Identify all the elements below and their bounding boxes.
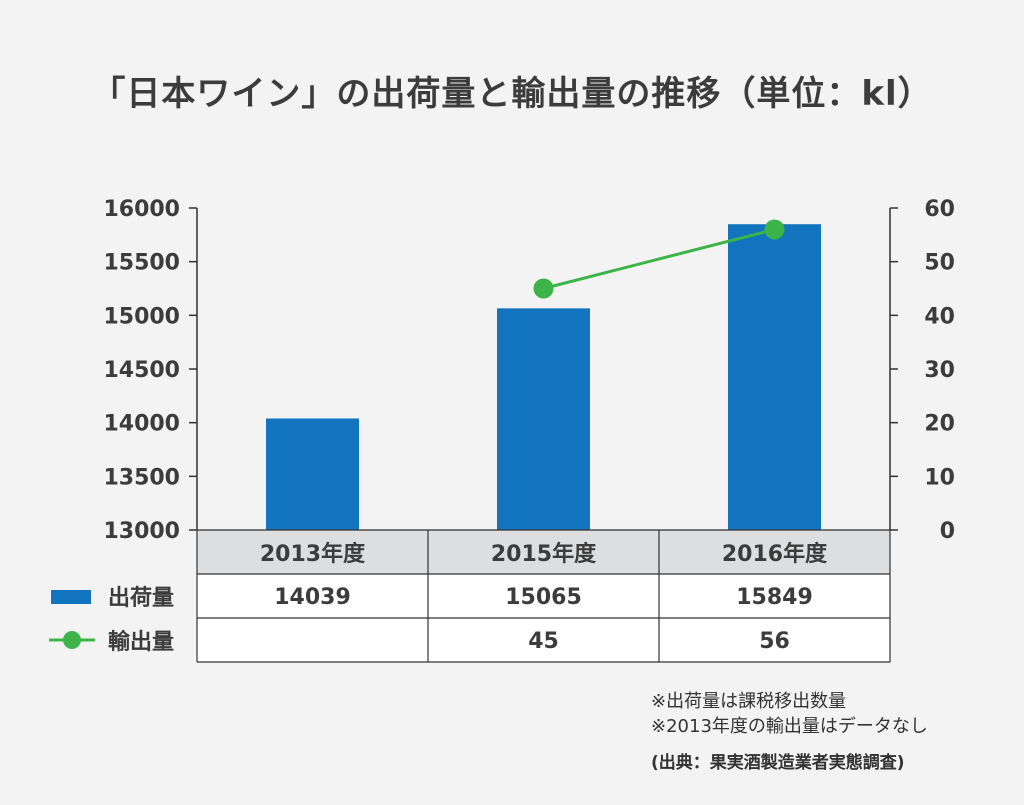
right-tick-label: 20	[924, 412, 955, 437]
left-tick-label: 15000	[103, 304, 180, 329]
left-tick-label: 16000	[103, 197, 180, 222]
table-value-cell: 14039	[274, 585, 351, 610]
chart-title: 「日本ワイン」の出荷量と輸出量の推移（単位：kl）	[91, 74, 933, 114]
right-tick-label: 30	[924, 358, 955, 383]
right-tick-label: 50	[924, 251, 955, 276]
right-tick-label: 60	[924, 197, 955, 222]
table-value-cell: 45	[528, 629, 559, 654]
bar-shipment	[266, 418, 359, 530]
table-value-cell: 56	[759, 629, 790, 654]
left-tick-label: 14000	[103, 412, 180, 437]
source-note: (出典：果実酒製造業者実態調査)	[651, 753, 905, 773]
bar-shipment	[497, 308, 590, 530]
table-header-background	[197, 530, 890, 574]
left-tick-label: 14500	[103, 358, 180, 383]
category-label: 2015年度	[491, 541, 597, 567]
bar-shipment	[728, 224, 821, 530]
note-export-no-data: ※2013年度の輸出量はデータなし	[651, 716, 928, 737]
legend-marker-export	[63, 631, 81, 649]
note-shipment-definition: ※出荷量は課税移出数量	[651, 691, 847, 712]
right-tick-label: 10	[924, 465, 955, 490]
left-tick-label: 13000	[103, 519, 180, 544]
export-line	[543, 228, 775, 290]
legend-swatch-shipment	[51, 590, 91, 604]
category-label: 2013年度	[260, 541, 366, 567]
export-point	[533, 278, 554, 299]
table-value-cell: 15849	[736, 585, 813, 610]
row-label: 輸出量	[108, 629, 174, 655]
category-label: 2016年度	[722, 541, 828, 567]
right-tick-label: 40	[924, 304, 955, 329]
row-label: 出荷量	[108, 586, 174, 611]
right-tick-label: 0	[940, 519, 955, 544]
export-point	[764, 219, 785, 240]
left-tick-label: 15500	[103, 251, 180, 276]
table-value-cell: 15065	[505, 585, 582, 610]
left-tick-label: 13500	[103, 465, 180, 490]
